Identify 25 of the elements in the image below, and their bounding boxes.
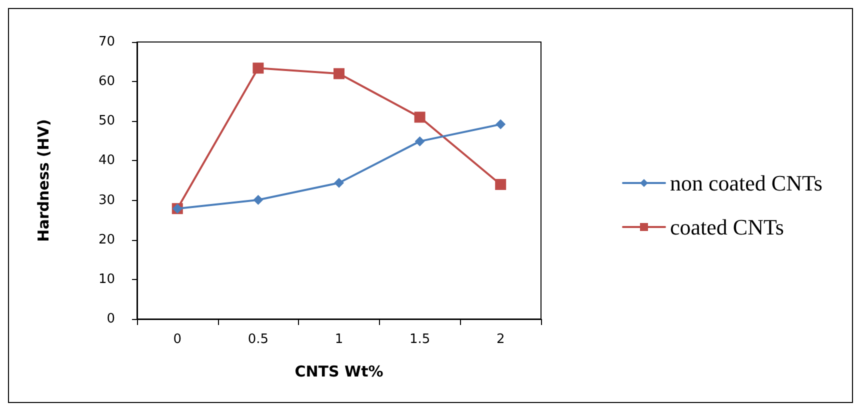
point [495, 178, 506, 190]
y-tick-label: 40 [98, 153, 115, 168]
point [252, 62, 264, 74]
x-axis-title: CNTS Wt% [294, 362, 384, 380]
point [253, 194, 264, 205]
x-tick-label: 0.5 [248, 332, 269, 347]
y-tick-label: 20 [98, 232, 115, 248]
y-tick-label: 50 [98, 114, 115, 129]
y-tick-label: 0 [106, 312, 115, 326]
y-tick-label: 10 [98, 272, 115, 287]
y-axis-title: Hardness (HV) [34, 119, 52, 242]
y-tick-label: 70 [98, 34, 115, 50]
legend-label: coated CNTs [670, 214, 784, 240]
point [414, 136, 425, 146]
legend-label: non coated CNTs [670, 170, 822, 196]
point [414, 112, 426, 123]
y-tick-label: 60 [98, 74, 115, 90]
x-tick-label: 1.5 [409, 332, 430, 347]
point [334, 68, 344, 80]
point [496, 119, 506, 130]
y-tick-label: 30 [98, 192, 115, 208]
x-tick-label: 0 [173, 332, 182, 347]
x-tick-label: 1 [334, 332, 344, 347]
x-tick-label: 2 [496, 332, 505, 347]
point [334, 178, 344, 188]
